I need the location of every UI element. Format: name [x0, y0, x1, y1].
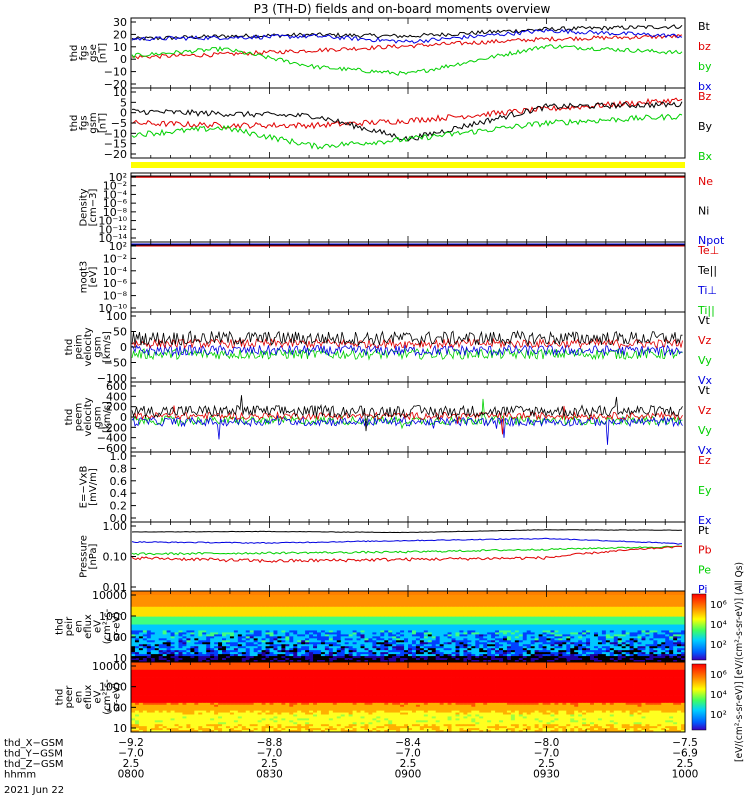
panel-frame-density: [131, 173, 685, 242]
legend-entry: Vz: [698, 334, 712, 347]
legend-entry: Ni: [698, 205, 709, 218]
legend-entry: Pb: [698, 544, 712, 557]
y-tick-label: 1.0: [110, 450, 128, 463]
y-tick-label: 10: [113, 41, 127, 54]
y-tick-label: 10⁻⁶: [103, 277, 128, 290]
legend-entry: by: [698, 60, 712, 73]
y-axis-label: [nPa]: [88, 543, 99, 569]
series-line-Pe: [132, 546, 682, 555]
legend-entry: Bx: [698, 150, 713, 163]
y-tick-label: 10⁻⁴: [103, 265, 128, 278]
y-tick-label: 20: [113, 28, 127, 41]
legend-entry: Vz: [698, 404, 712, 417]
legend-entry: Vt: [698, 314, 711, 327]
y-axis-label: [km/s]: [102, 401, 113, 433]
y-tick-label: 50: [113, 326, 127, 339]
legend-entry: Ez: [698, 454, 711, 467]
y-tick-label: −20: [104, 148, 127, 161]
series-line-By: [132, 102, 682, 141]
y-tick-label: −10: [104, 66, 127, 79]
y-axis-label: [km/s]: [102, 331, 113, 363]
y-tick-label: 10⁻²: [103, 252, 127, 265]
y-tick-label: 0.8: [110, 462, 128, 475]
series-line-red: [132, 406, 683, 435]
series-line-Pb: [132, 538, 682, 544]
panel-frame-temperature: [131, 242, 685, 312]
instrument-mode-bar: [131, 162, 685, 168]
legend-entry: Vy: [698, 424, 712, 437]
series-line-green: [132, 399, 683, 428]
series-line-black: [132, 331, 683, 345]
legend-entry: Pt: [698, 524, 710, 537]
y-axis-label: [cm−3]: [88, 189, 99, 227]
series-line-Pt: [132, 530, 682, 533]
y-tick-label: 100: [106, 310, 127, 323]
legend-entry: By: [698, 120, 713, 133]
y-tick-label: 10²: [109, 240, 127, 253]
y-tick-label: 0.2: [110, 500, 128, 513]
legend-entry: Te||: [697, 264, 717, 277]
legend-entry: Vt: [698, 384, 711, 397]
legend-entry: Ti⊥: [697, 284, 717, 297]
series-line-bz: [132, 35, 682, 59]
y-axis-label: [nT]: [97, 43, 108, 63]
legend-entry: Ne: [698, 175, 713, 188]
y-tick-label: 10⁻⁸: [103, 290, 128, 303]
y-tick-label: 0.10: [103, 551, 128, 564]
y-tick-label: 0.4: [110, 487, 128, 500]
legend-entry: Bt: [698, 20, 711, 33]
legend-entry: Te⊥: [697, 244, 719, 257]
y-tick-label: 0.6: [110, 475, 128, 488]
y-tick-label: 30: [113, 16, 127, 29]
legend-entry: bz: [698, 40, 711, 53]
y-axis-label: [nT]: [97, 113, 108, 133]
series-line-by: [132, 45, 682, 75]
panel-frame-peim_velocity: [131, 312, 685, 382]
series-line-bx: [132, 29, 682, 43]
series-line-red: [132, 339, 683, 348]
series-line-blue: [132, 416, 683, 445]
panel-frame-efield: [131, 452, 685, 522]
spectrogram-peir_spectrogram: [131, 591, 685, 662]
legend-entry: Pe: [698, 563, 711, 576]
legend-entry: Vy: [698, 354, 712, 367]
series-line-Bx: [132, 114, 682, 149]
y-axis-label: [eV]: [88, 267, 99, 288]
figure-title: P3 (TH-D) fields and on-board moments ov…: [254, 2, 551, 16]
legend-entry: Ey: [698, 484, 712, 497]
panels-group: 3020100−10−20thdfgsgse[nT]Btbzbybx1050−5…: [55, 16, 746, 762]
y-tick-label: 0: [120, 341, 127, 354]
y-axis-label: [mV/m]: [88, 468, 99, 506]
y-tick-label: 1.00: [103, 520, 128, 533]
y-tick-label: 0: [120, 53, 127, 66]
legend-entry: Bz: [698, 90, 712, 103]
series-line-Pi: [132, 546, 682, 562]
